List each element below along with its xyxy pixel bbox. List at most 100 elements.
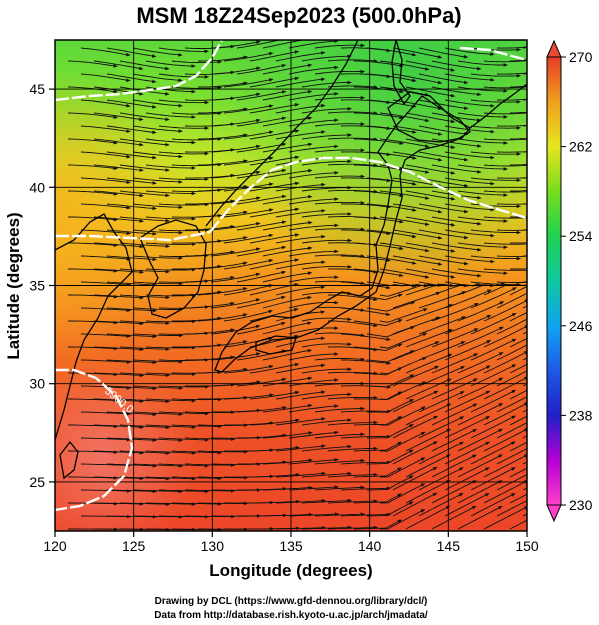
streamline	[275, 336, 326, 348]
streamline	[288, 92, 339, 101]
streamline	[106, 463, 158, 468]
x-axis-ticks: 120 125 130 135 140 145 150	[43, 531, 539, 554]
streamline	[431, 216, 482, 226]
streamline	[418, 316, 467, 335]
streamline	[379, 483, 426, 504]
streamline	[353, 343, 403, 351]
streamline	[236, 142, 287, 153]
streamline	[210, 222, 261, 231]
streamline	[119, 268, 171, 274]
streamline	[275, 51, 326, 62]
streamline	[327, 137, 379, 141]
streamline	[249, 445, 301, 452]
streamline	[340, 255, 391, 262]
streamline	[380, 406, 426, 426]
streamline	[223, 182, 274, 192]
streamline	[210, 272, 261, 283]
y-tick-label: 25	[29, 474, 45, 490]
streamline	[366, 73, 417, 83]
coastline-sakhalin	[391, 40, 411, 106]
streamline	[249, 76, 300, 88]
streamline	[68, 424, 119, 429]
streamline	[236, 295, 286, 309]
streamline	[132, 177, 184, 184]
streamline	[327, 163, 379, 168]
streamline	[431, 480, 477, 504]
streamline	[250, 499, 301, 504]
streamline	[496, 124, 527, 127]
streamline	[249, 418, 300, 426]
streamline	[119, 190, 171, 198]
streamline	[418, 203, 469, 214]
streamline	[327, 499, 379, 504]
streamline	[509, 441, 527, 452]
streamline	[68, 372, 119, 377]
streamline	[132, 463, 184, 468]
streamline	[132, 125, 183, 133]
streamline	[301, 238, 353, 244]
streamline	[249, 390, 300, 400]
streamline	[288, 300, 339, 309]
streamline	[379, 457, 426, 478]
streamline	[80, 125, 131, 133]
streamline	[327, 472, 379, 478]
colorbar-top-triangle	[546, 39, 562, 58]
streamline	[184, 328, 236, 335]
streamline	[327, 395, 379, 400]
streamline	[367, 399, 415, 413]
streamline	[158, 73, 210, 79]
streamline	[496, 448, 527, 465]
streamline	[314, 280, 366, 285]
streamline	[262, 195, 313, 205]
streamline	[392, 99, 443, 110]
streamline	[301, 525, 353, 530]
streamline	[366, 350, 415, 363]
streamline	[119, 346, 171, 351]
streamline	[314, 148, 366, 153]
streamline	[314, 200, 366, 205]
streamline	[405, 353, 453, 374]
streamline	[158, 385, 210, 389]
streamline	[366, 374, 415, 388]
streamline	[457, 505, 503, 530]
streamline	[470, 203, 522, 209]
streamline	[444, 151, 495, 160]
streamline	[431, 353, 479, 374]
streamline	[392, 47, 443, 59]
streamline	[106, 359, 158, 365]
streamline	[327, 111, 379, 115]
streamline	[418, 441, 465, 465]
streamline	[353, 86, 404, 94]
streamline	[210, 92, 261, 101]
streamline	[327, 85, 379, 89]
streamline	[431, 268, 482, 278]
streamline	[119, 164, 170, 172]
streamline	[119, 372, 171, 378]
streamline	[353, 112, 404, 120]
streamline	[366, 151, 417, 160]
streamline	[106, 99, 157, 109]
streamline	[275, 209, 326, 218]
streamline	[418, 492, 464, 517]
streamline	[327, 446, 379, 452]
map-title: MSM 18Z24Sep2023 (500.0hPa)	[136, 3, 461, 28]
streamline	[236, 245, 287, 257]
streamline	[483, 402, 527, 426]
streamline	[418, 151, 469, 162]
streamline	[405, 216, 456, 227]
streamline	[119, 502, 171, 506]
streamline	[340, 281, 391, 290]
colorbar-bottom-triangle	[546, 504, 562, 523]
streamline	[249, 103, 300, 114]
streamline	[119, 398, 171, 404]
streamline	[470, 125, 522, 130]
streamline	[67, 86, 118, 94]
streamline	[106, 47, 157, 58]
streamline	[67, 60, 118, 68]
streamline	[379, 509, 426, 530]
streamline	[496, 396, 527, 413]
streamline	[249, 258, 300, 270]
streamline	[431, 403, 478, 426]
streamline	[184, 437, 236, 441]
streamline	[145, 319, 197, 324]
